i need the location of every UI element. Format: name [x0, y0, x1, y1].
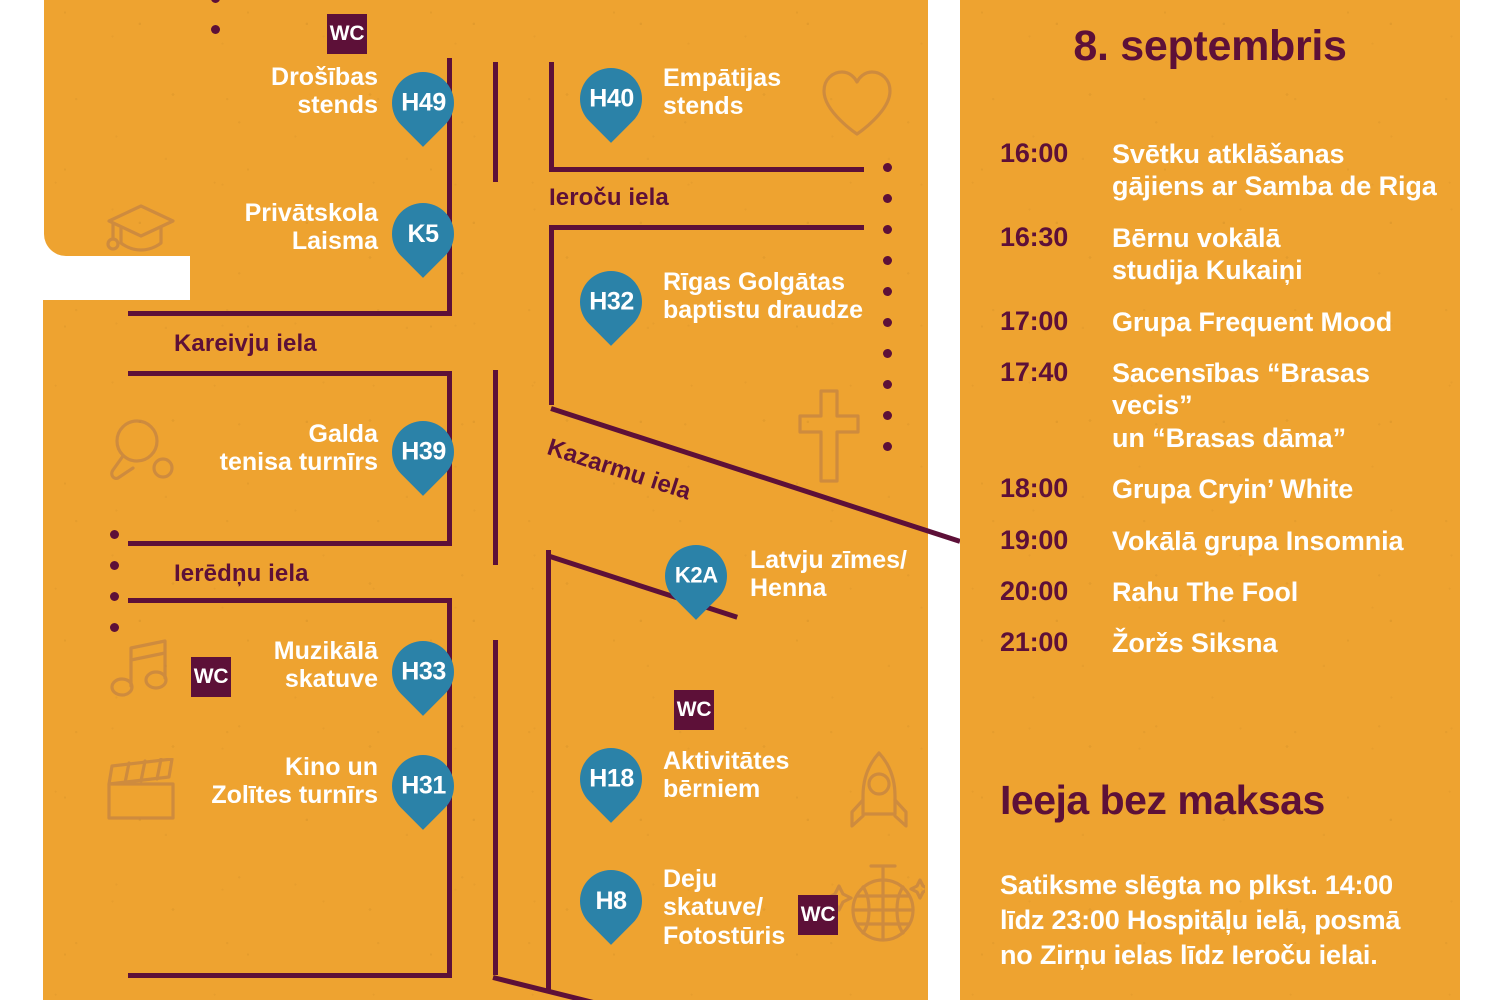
- schedule-row: 18:00 Grupa Cryin’ White: [1000, 473, 1450, 505]
- map-pin-h33[interactable]: H33: [379, 628, 467, 716]
- street-line-mid-vertical-2: [549, 225, 554, 405]
- poi-label-galda-tenisa-turnirs: Galda tenisa turnīrs: [219, 420, 378, 477]
- schedule-event: Vokālā grupa Insomnia: [1112, 525, 1404, 556]
- street-line-mid-outer-vertical-2: [493, 370, 498, 565]
- wc-badge: WC: [327, 14, 367, 54]
- schedule-event: Svētku atklāšanas gājiens ar Samba de Ri…: [1112, 139, 1437, 202]
- map-pin-k2a[interactable]: K2A: [652, 532, 740, 620]
- map-pin-h31[interactable]: H31: [379, 742, 467, 830]
- poi-label-muzikala-skatuve: Muzikālā skatuve: [273, 637, 378, 694]
- map-pin-h18[interactable]: H18: [567, 735, 655, 823]
- schedule-row: 17:40 Sacensības “Brasas vecis” un “Bras…: [1000, 357, 1450, 454]
- clapperboard-icon: [101, 758, 181, 824]
- schedule-time: 21:00: [1000, 627, 1069, 658]
- map-pin-label: H31: [400, 771, 446, 800]
- schedule-row: 16:30 Bērnu vokālā studija Kukaiņi: [1000, 222, 1450, 287]
- wc-badge: WC: [798, 895, 838, 935]
- cross-icon: [797, 388, 861, 484]
- map-pin-label: H39: [400, 437, 446, 466]
- poi-label-privatskola-laisma: Privātskola Laisma: [244, 199, 378, 256]
- schedule-time: 17:40: [1000, 356, 1069, 387]
- map-pin-k5[interactable]: K5: [379, 190, 467, 278]
- map-pin-h32[interactable]: H32: [567, 258, 655, 346]
- street-label-kareivju: Kareivju iela: [174, 330, 317, 357]
- schedule-event: Žoržs Siksna: [1112, 628, 1278, 659]
- map-pin-h8[interactable]: H8: [567, 857, 655, 945]
- street-line-mid-inner-vertical: [549, 62, 554, 172]
- schedule-time: 18:00: [1000, 473, 1069, 504]
- street-line-mid-outer-vertical-3: [493, 640, 498, 975]
- map-pin-label: H32: [588, 287, 634, 316]
- schedule-event: Bērnu vokālā studija Kukaiņi: [1112, 222, 1303, 286]
- wc-badge: WC: [674, 690, 714, 730]
- dotted-guide-right: [883, 163, 892, 473]
- traffic-closure-note: Satiksme slēgta no plkst. 14:00 līdz 23:…: [1000, 870, 1401, 971]
- schedule-time: 17:00: [1000, 305, 1069, 336]
- street-line-kareivju-bottom: [128, 371, 452, 376]
- music-note-icon: [107, 638, 177, 702]
- street-line-ierocu-top: [549, 167, 864, 172]
- schedule-panel: 8. septembris 16:00 Svētku atklāšanas gā…: [960, 0, 1460, 1000]
- schedule-time: 16:30: [1000, 221, 1069, 252]
- heart-icon: [818, 68, 896, 140]
- wc-badge: WC: [191, 657, 231, 697]
- free-entry-heading: Ieeja bez maksas: [1000, 777, 1325, 823]
- street-label-ieredznu: Ierēdņu iela: [174, 560, 309, 587]
- street-line-mid-outer-vertical: [493, 62, 498, 182]
- corner-hook-stub: [0, 256, 150, 300]
- rocket-icon: [848, 750, 910, 834]
- map-pin-h49[interactable]: H49: [379, 59, 467, 147]
- schedule-row: 17:00 Grupa Frequent Mood: [1000, 306, 1450, 338]
- schedule-time: 16:00: [1000, 138, 1069, 168]
- map-pin-h39[interactable]: H39: [379, 408, 467, 496]
- schedule-event: Rahu The Fool: [1112, 576, 1299, 607]
- schedule-row: 20:00 Rahu The Fool: [1000, 576, 1450, 608]
- street-label-ierocu: Ieroču iela: [549, 184, 669, 211]
- schedule-row: 19:00 Vokālā grupa Insomnia: [1000, 525, 1450, 557]
- poi-label-latvju-zimes-henna: Latvju zīmes/ Henna: [750, 546, 907, 603]
- map-pin-label: H33: [400, 657, 446, 686]
- map-pin-label: H49: [400, 88, 446, 117]
- street-line-kareivju-top: [128, 311, 452, 316]
- schedule-event: Grupa Cryin’ White: [1112, 474, 1354, 505]
- ping-pong-icon: [107, 418, 179, 484]
- map-pin-h40[interactable]: H40: [567, 55, 655, 143]
- dotted-guide-top-left: [211, 0, 220, 56]
- poi-label-deju-skatuve-fotosturis: Deju skatuve/ Fotostūris: [663, 865, 786, 950]
- street-line-mid-left: [128, 541, 452, 546]
- schedule-row: 16:00 Svētku atklāšanas gājiens ar Samba…: [1000, 138, 1450, 203]
- map-pin-label: K2A: [674, 563, 718, 588]
- poi-label-aktivitates-berniem: Aktivitātes bērniem: [663, 747, 790, 804]
- street-line-left-vertical: [447, 58, 452, 313]
- poi-label-empatijas-stends: Empātijas stends: [663, 64, 782, 121]
- poi-label-rigas-golgatas: Rīgas Golgātas baptistu draudze: [663, 268, 864, 325]
- poi-label-kino-un-zolites-turnirs: Kino un Zolītes turnīrs: [211, 753, 378, 810]
- street-line-mid-vertical-3: [546, 550, 551, 990]
- street-line-ierocu-bottom: [549, 225, 864, 230]
- map-pin-label: H40: [588, 84, 634, 113]
- schedule-time: 19:00: [1000, 524, 1069, 555]
- schedule-event: Sacensības “Brasas vecis” un “Brasas dām…: [1112, 357, 1370, 453]
- schedule-date-title: 8. septembris: [1073, 22, 1347, 70]
- street-line-bottom-left: [128, 973, 452, 978]
- map-pin-label: H18: [588, 764, 634, 793]
- schedule-time: 20:00: [1000, 575, 1069, 606]
- map-pin-label: K5: [407, 219, 439, 248]
- schedule-event: Grupa Frequent Mood: [1112, 306, 1393, 337]
- street-line-ieredznu-bottom: [128, 598, 452, 603]
- schedule-list: 16:00 Svētku atklāšanas gājiens ar Samba…: [1000, 138, 1450, 679]
- schedule-row: 21:00 Žoržs Siksna: [1000, 627, 1450, 659]
- street-line-bottom-mid-diagonal: [492, 975, 596, 1000]
- poi-label-drosibas-stends: Drošības stends: [271, 63, 378, 120]
- corner-hook-graphic: [0, 0, 190, 300]
- map-pin-label: H8: [595, 886, 627, 915]
- dotted-guide-left: [110, 530, 119, 654]
